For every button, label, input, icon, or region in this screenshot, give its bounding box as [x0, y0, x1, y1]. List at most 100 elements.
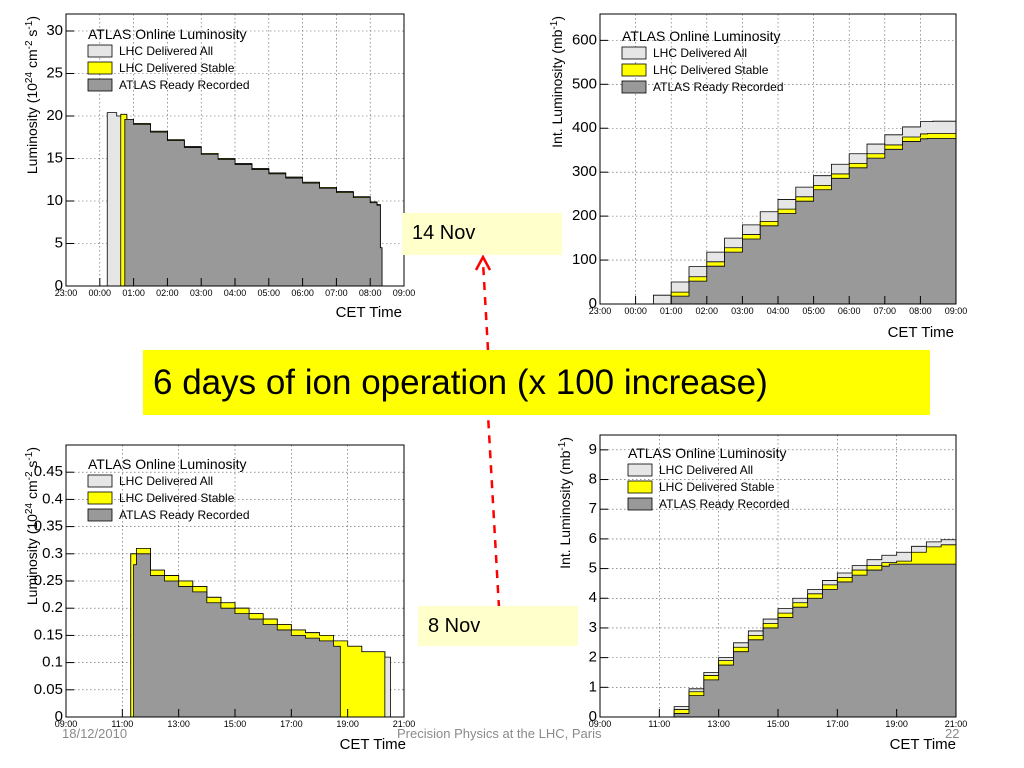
legend-entry: ATLAS Ready Recorded	[653, 80, 784, 94]
y-tick-label: 15	[46, 149, 63, 166]
legend-entry: LHC Delivered All	[653, 46, 747, 60]
y-tick-label: 0	[589, 708, 597, 725]
x-axis-label: CET Time	[888, 324, 954, 341]
legend-swatch	[627, 463, 653, 477]
x-tick-label: 15:00	[224, 719, 247, 729]
y-tick-label: 600	[572, 31, 597, 48]
x-tick-label: 09:00	[945, 306, 968, 316]
x-tick-label: 23:00	[589, 306, 612, 316]
y-axis-label: Int. Luminosity (mb-1)	[557, 437, 574, 569]
x-tick-label: 07:00	[325, 288, 348, 298]
x-axis-label: CET Time	[336, 304, 402, 321]
ion-operation-banner: 6 days of ion operation (x 100 increase)	[143, 350, 930, 415]
x-tick-label: 00:00	[624, 306, 647, 316]
y-axis-label: Luminosity (1024 cm-2 s-1)	[24, 16, 41, 174]
legend-swatch	[621, 46, 647, 60]
footer-title: Precision Physics at the LHC, Paris	[397, 726, 602, 741]
legend: ATLAS Online Luminosity LHC Delivered All…	[627, 445, 790, 511]
series-area-atlas-ready-recorded	[124, 119, 383, 287]
legend-entry: LHC Delivered Stable	[659, 480, 775, 494]
y-tick-label: 4	[589, 589, 597, 606]
chart-title: ATLAS Online Luminosity	[622, 28, 780, 44]
x-tick-label: 06:00	[838, 306, 861, 316]
y-tick-label: 3	[589, 619, 597, 636]
legend-swatch	[87, 44, 113, 58]
x-tick-label: 09:00	[589, 719, 612, 729]
x-tick-label: 04:00	[767, 306, 790, 316]
y-tick-label: 0.25	[34, 572, 63, 589]
x-axis-label: CET Time	[890, 736, 956, 753]
x-tick-label: 04:00	[224, 288, 247, 298]
legend-entry: ATLAS Ready Recorded	[119, 508, 250, 522]
chart-title: ATLAS Online Luminosity	[628, 445, 786, 461]
x-tick-label: 08:00	[359, 288, 382, 298]
x-tick-label: 05:00	[802, 306, 825, 316]
y-tick-label: 0.4	[42, 490, 63, 507]
y-tick-label: 8	[589, 470, 597, 487]
y-tick-label: 300	[572, 163, 597, 180]
chart-title: ATLAS Online Luminosity	[88, 456, 246, 472]
legend-entry: ATLAS Ready Recorded	[659, 497, 790, 511]
footer-date: 18/12/2010	[62, 726, 128, 741]
legend: ATLAS Online Luminosity LHC Delivered All…	[87, 456, 250, 522]
legend-swatch	[87, 78, 113, 92]
legend: ATLAS Online Luminosity LHC Delivered All…	[87, 26, 250, 92]
chart-panel-1: 0 5 10 15 20 25 30 23:00 00:00 01:00 02:00 03:00 04:…	[24, 13, 416, 321]
x-tick-label: 19:00	[336, 719, 359, 729]
x-tick-label: 21:00	[393, 719, 416, 729]
legend-swatch	[621, 80, 647, 94]
y-tick-label: 7	[589, 500, 597, 517]
y-tick-label: 200	[572, 207, 597, 224]
series-area-atlas-ready-recorded	[133, 553, 341, 718]
series-area-atlas-ready-recorded	[670, 563, 957, 718]
chart-panel-2: 0 100 200 300 400 500 600 23:00 00:00 01:00 02:00 0…	[549, 13, 968, 341]
x-tick-label: 00:00	[89, 288, 112, 298]
y-tick-label: 0.1	[42, 654, 63, 671]
y-tick-label: 10	[46, 192, 63, 209]
y-axis-label: Int. Luminosity (mb-1)	[549, 16, 566, 148]
x-tick-label: 09:00	[55, 719, 78, 729]
legend-swatch	[621, 63, 647, 77]
y-tick-label: 1	[589, 678, 597, 695]
x-tick-label: 09:00	[393, 288, 416, 298]
legend-swatch	[87, 61, 113, 75]
legend: ATLAS Online Luminosity LHC Delivered All…	[621, 28, 784, 94]
x-tick-label: 17:00	[280, 719, 303, 729]
y-tick-label: 2	[589, 649, 597, 666]
x-tick-label: 13:00	[167, 719, 190, 729]
chart-title: ATLAS Online Luminosity	[88, 26, 246, 42]
y-tick-label: 5	[55, 234, 63, 251]
y-tick-label: 0	[55, 708, 63, 725]
y-tick-label: 0	[55, 277, 63, 294]
y-axis-label: Luminosity (1024 cm-2 s-1)	[24, 447, 41, 605]
x-tick-label: 11:00	[111, 719, 133, 729]
legend-entry: LHC Delivered All	[119, 474, 213, 488]
series-area-atlas-ready-recorded	[660, 137, 957, 305]
y-tick-label: 9	[589, 441, 597, 458]
x-tick-label: 03:00	[190, 288, 213, 298]
legend-entry: ATLAS Ready Recorded	[119, 78, 250, 92]
link-arrow-head	[474, 254, 492, 271]
legend-entry: LHC Delivered Stable	[119, 61, 235, 75]
legend-swatch	[87, 491, 113, 505]
x-tick-label: 08:00	[909, 306, 932, 316]
y-tick-label: 0.35	[34, 518, 63, 535]
y-tick-label: 400	[572, 119, 597, 136]
y-tick-label: 500	[572, 75, 597, 92]
note-8-nov: 8 Nov	[418, 606, 578, 646]
x-axis-label: CET Time	[340, 736, 406, 753]
y-tick-label: 0.15	[34, 626, 63, 643]
x-tick-label: 17:00	[826, 719, 849, 729]
y-tick-label: 0.2	[42, 599, 63, 616]
y-tick-label: 0.45	[34, 463, 63, 480]
chart-panel-4: 0 1 2 3 4 5 6 7 8 9 09:00 11:00 13:00 15:00 17:00 19:00…	[557, 434, 967, 753]
y-tick-label: 0.3	[42, 545, 63, 562]
x-tick-label: 06:00	[291, 288, 314, 298]
x-tick-label: 01:00	[660, 306, 683, 316]
x-tick-label: 19:00	[885, 719, 908, 729]
x-tick-label: 02:00	[696, 306, 719, 316]
x-tick-label: 03:00	[731, 306, 754, 316]
legend-swatch	[627, 480, 653, 494]
legend-swatch	[627, 497, 653, 511]
x-tick-label: 15:00	[767, 719, 790, 729]
